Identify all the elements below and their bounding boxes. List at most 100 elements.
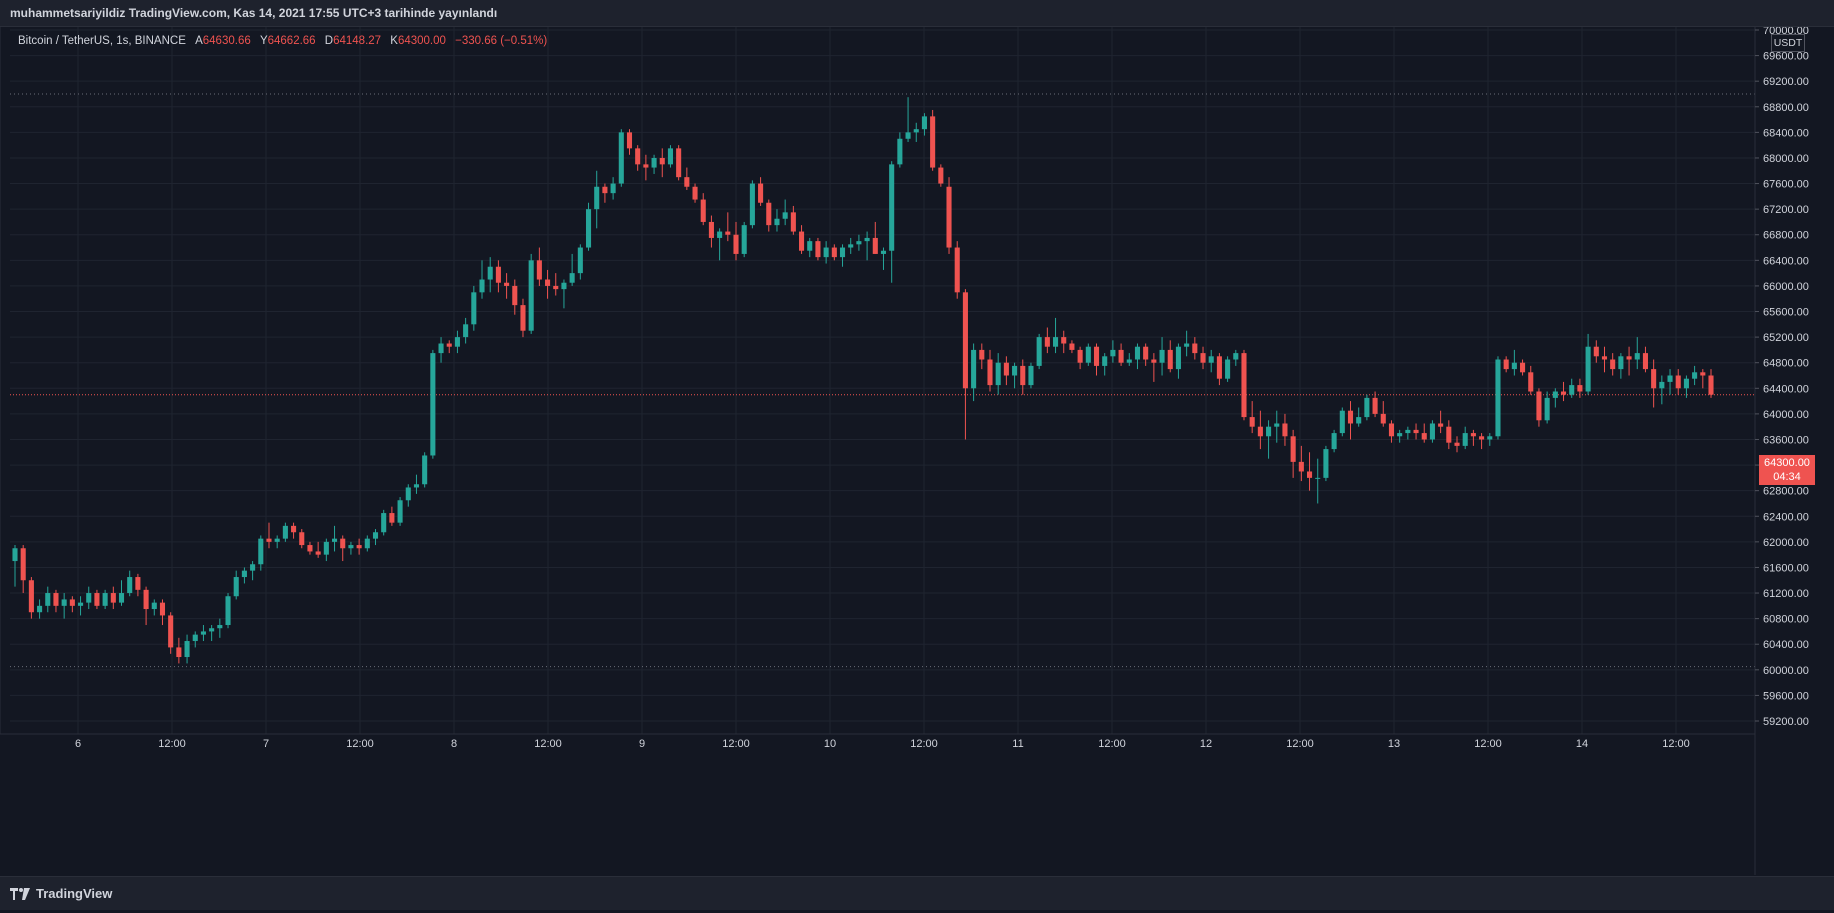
candle-down xyxy=(266,522,272,549)
candle-up xyxy=(848,237,854,254)
candle-body xyxy=(528,260,534,331)
candle-body xyxy=(1061,337,1067,344)
candle-body xyxy=(118,593,125,603)
candle-body xyxy=(1634,353,1640,360)
candle-down xyxy=(643,154,649,181)
candle-body xyxy=(1200,353,1206,363)
candle-down xyxy=(1306,452,1313,491)
x-tick-label: 12:00 xyxy=(1286,738,1314,750)
candle-up xyxy=(1544,391,1550,424)
candle-up xyxy=(897,132,903,168)
candle-down xyxy=(659,148,665,178)
candle-body xyxy=(643,164,649,168)
candle-up xyxy=(717,228,723,261)
candle-down xyxy=(1438,410,1444,434)
candle-down xyxy=(159,599,166,626)
candle-body xyxy=(413,484,420,488)
candle-body xyxy=(258,538,264,565)
candle-body xyxy=(921,116,927,130)
candle-body xyxy=(168,615,174,648)
y-tick-label: 64800.00 xyxy=(1763,358,1809,370)
candle-body xyxy=(626,132,633,149)
candle-body xyxy=(1569,385,1575,395)
symbol-legend: Bitcoin / TetherUS, 1s, BINANCE A64630.6… xyxy=(18,35,547,47)
open-label: A xyxy=(195,35,203,47)
candle-body xyxy=(1552,391,1558,398)
candle-up xyxy=(1552,388,1558,408)
candle-body xyxy=(454,337,460,347)
candle-down xyxy=(53,589,59,613)
candle-down xyxy=(1151,353,1157,382)
candle-countdown: 04:34 xyxy=(1773,471,1801,483)
candle-body xyxy=(758,183,764,203)
candle-down xyxy=(1470,429,1476,446)
candle-up xyxy=(782,199,788,226)
candle-up xyxy=(1159,337,1165,376)
tradingview-logo[interactable]: TradingView xyxy=(10,877,112,911)
candle-body xyxy=(1151,359,1157,363)
candle-down xyxy=(20,545,26,594)
candle-down xyxy=(1200,346,1206,370)
candle-body xyxy=(331,538,338,542)
candle-up xyxy=(217,618,223,638)
candle-up xyxy=(1405,426,1411,440)
time-axis[interactable]: 6 12:00 7 12:00 8 12:00 9 12:00 10 12:00 11 12:00 12… xyxy=(0,733,1755,750)
candle-body xyxy=(667,148,673,165)
candle-down xyxy=(1077,346,1083,370)
candle-body xyxy=(856,241,862,245)
candle-body xyxy=(1708,375,1714,395)
current-price-value: 64300.00 xyxy=(1764,457,1810,469)
candle-body xyxy=(37,605,43,613)
candle-body xyxy=(684,177,690,187)
candle-down xyxy=(954,241,960,299)
candle-body xyxy=(700,199,706,222)
candle-up xyxy=(323,538,329,562)
candle-up xyxy=(200,625,206,642)
x-tick-label: 12:00 xyxy=(722,738,750,750)
candle-body xyxy=(217,625,223,629)
candle-up xyxy=(192,631,198,648)
candle-down xyxy=(545,269,551,299)
published-info-bar: muhammetsariyildiz TradingView.com, Kas … xyxy=(0,0,1834,27)
candle-body xyxy=(1413,429,1419,434)
candle-up xyxy=(61,593,67,619)
candle-body xyxy=(192,634,198,642)
candle-down xyxy=(799,225,805,254)
candle-body xyxy=(1626,356,1632,360)
candle-body xyxy=(971,349,977,389)
candle-up xyxy=(1397,429,1403,443)
candle-down xyxy=(1061,330,1067,354)
candle-up xyxy=(438,337,444,363)
candle-up xyxy=(1462,426,1468,450)
candle-body xyxy=(1511,362,1517,370)
candle-down xyxy=(692,183,698,203)
candle-up xyxy=(651,154,657,174)
candle-down xyxy=(1347,401,1354,440)
candle-body xyxy=(766,202,772,226)
candle-down xyxy=(1257,410,1263,450)
candle-body xyxy=(1134,346,1141,360)
x-tick-label: 6 xyxy=(75,738,81,750)
candle-down xyxy=(315,541,321,558)
candle-body xyxy=(1323,449,1329,478)
x-tick-label: 12:00 xyxy=(346,738,374,750)
candle-down xyxy=(28,577,34,619)
candle-body xyxy=(1593,346,1599,357)
candle-body xyxy=(1216,356,1222,379)
candle-body xyxy=(266,538,272,542)
y-tick-label: 61600.00 xyxy=(1763,562,1809,574)
candlestick-chart[interactable]: 59200.00 59600.00 60000.00 60400.00 60800.00… xyxy=(0,27,1834,875)
candle-body xyxy=(659,157,665,165)
candle-up xyxy=(1233,349,1239,366)
candle-down xyxy=(176,637,182,664)
candle-body xyxy=(135,577,141,590)
candle-body xyxy=(741,225,747,254)
price-axis[interactable]: 59200.00 59600.00 60000.00 60400.00 60800.00… xyxy=(0,27,1809,875)
currency-unit-label[interactable]: USDT xyxy=(1771,34,1805,52)
candle-body xyxy=(1233,353,1239,360)
candle-body xyxy=(110,593,116,603)
candle-body xyxy=(848,244,854,248)
candle-up xyxy=(331,525,338,552)
candle-body xyxy=(1290,436,1296,462)
candle-body xyxy=(1110,349,1116,357)
